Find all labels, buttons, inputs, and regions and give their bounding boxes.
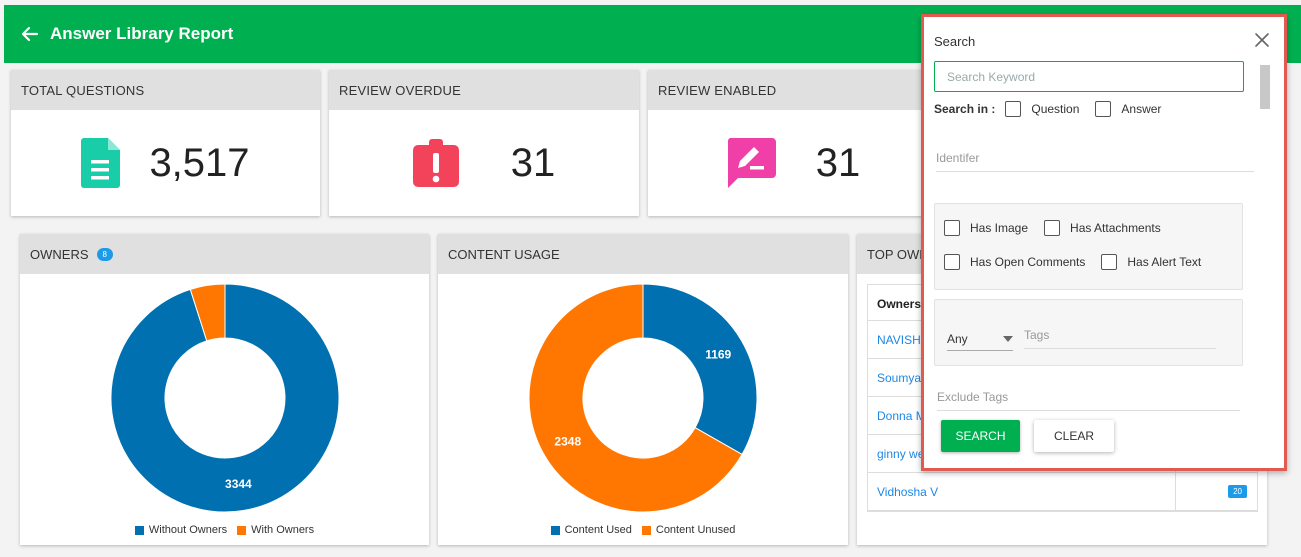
table-row: Vidhosha V 20 xyxy=(868,473,1257,511)
owners-donut-chart: 3344 xyxy=(110,283,340,513)
owner-link[interactable]: Vidhosha V xyxy=(877,485,939,499)
owner-link[interactable]: Donna M xyxy=(877,409,926,423)
legend-item[interactable]: Content Unused xyxy=(641,524,736,536)
question-checkbox[interactable] xyxy=(1005,101,1022,117)
panel-caption: CONTENT USAGE xyxy=(438,234,848,274)
has-image-label: Has Image xyxy=(970,221,1029,235)
page-title: Answer Library Report xyxy=(50,24,234,43)
has-alert-text-label: Has Alert Text xyxy=(1127,255,1202,269)
has-image-checkbox[interactable] xyxy=(944,220,960,236)
has-image-row: Has Image Has Attachments xyxy=(944,220,1161,236)
legend-item[interactable]: Without Owners xyxy=(134,524,228,536)
scrollbar-thumb[interactable] xyxy=(1260,65,1270,109)
owner-count-badge: 20 xyxy=(1228,485,1247,498)
legend-label: Content Unused xyxy=(655,524,736,536)
tags-mode-value: Any xyxy=(947,332,968,346)
edit-comment-icon xyxy=(727,138,776,188)
stat-caption: REVIEW ENABLED xyxy=(648,70,938,110)
caret-down-icon xyxy=(1003,336,1013,342)
stat-caption: REVIEW OVERDUE xyxy=(329,70,639,110)
stat-value: 3,517 xyxy=(149,140,250,185)
top-owners-caption: TOP OWN xyxy=(867,246,929,262)
exclude-tags-input[interactable]: Exclude Tags xyxy=(937,390,1240,411)
donut-data-label: 3344 xyxy=(225,477,252,491)
close-icon[interactable] xyxy=(1254,32,1270,48)
has-open-comments-checkbox[interactable] xyxy=(944,254,960,270)
answer-label: Answer xyxy=(1121,102,1162,116)
document-icon xyxy=(81,138,121,188)
owner-link[interactable]: Soumya xyxy=(877,371,922,385)
has-filters-box: Has Image Has Attachments Has Open Comme… xyxy=(934,203,1243,290)
identifier-field[interactable]: Identifer xyxy=(936,151,1254,172)
has-alert-text-checkbox[interactable] xyxy=(1101,254,1118,270)
stat-card-total-questions: TOTAL QUESTIONS 3,517 xyxy=(11,70,320,216)
donut-slice-without-owners[interactable] xyxy=(110,283,340,513)
owner-link[interactable]: NAVISHA xyxy=(877,333,929,347)
search-in-row: Search in : Question Answer xyxy=(934,101,1161,117)
stat-caption: TOTAL QUESTIONS xyxy=(11,70,320,110)
donut-data-label: 2348 xyxy=(554,435,581,449)
donut-slice-content-used[interactable] xyxy=(642,283,758,456)
owners-count-badge: 8 xyxy=(96,247,113,261)
stat-value: 31 xyxy=(815,140,861,185)
legend-label: Without Owners xyxy=(148,524,228,536)
legend-label: With Owners xyxy=(251,524,315,536)
stat-card-review-overdue: REVIEW OVERDUE 31 xyxy=(329,70,639,216)
alert-clipboard-icon xyxy=(412,139,459,187)
search-panel: Search Search in : Question Answer Ident… xyxy=(921,14,1287,471)
stat-value: 31 xyxy=(510,140,556,185)
content-usage-panel: CONTENT USAGE 1169 2348 Content Used Cont… xyxy=(438,234,848,545)
search-in-label: Search in : xyxy=(934,102,996,116)
donut-slice-with-owners[interactable] xyxy=(189,283,226,342)
answer-checkbox[interactable] xyxy=(1095,101,1112,117)
legend-label: Content Used xyxy=(564,524,632,536)
clear-button[interactable]: CLEAR xyxy=(1034,420,1114,452)
has-open-comments-label: Has Open Comments xyxy=(970,255,1086,269)
panel-caption: OWNERS 8 xyxy=(20,234,429,274)
has-comments-row: Has Open Comments Has Alert Text xyxy=(944,254,1201,270)
legend-item[interactable]: With Owners xyxy=(237,524,314,536)
usage-caption: CONTENT USAGE xyxy=(448,246,560,262)
content-usage-donut-chart: 1169 2348 xyxy=(528,283,758,513)
donut-data-label: 1169 xyxy=(705,347,731,361)
has-attachments-checkbox[interactable] xyxy=(1044,220,1061,236)
has-attachments-label: Has Attachments xyxy=(1070,221,1161,235)
question-label: Question xyxy=(1031,102,1080,116)
owner-link[interactable]: ginny we xyxy=(877,447,925,461)
owners-caption: OWNERS xyxy=(30,246,89,262)
search-button[interactable]: SEARCH xyxy=(941,420,1020,452)
search-keyword-input[interactable] xyxy=(934,61,1244,92)
usage-legend: Content Used Content Unused xyxy=(438,524,848,536)
tags-mode-select[interactable]: Any xyxy=(947,332,1013,351)
stat-card-review-enabled: REVIEW ENABLED 31 xyxy=(648,70,938,216)
owners-panel: OWNERS 8 3344 Without Owners With Owners xyxy=(20,234,429,545)
search-panel-title: Search xyxy=(934,34,976,49)
tags-input[interactable]: Tags xyxy=(1024,328,1216,349)
tags-box: Any Tags xyxy=(934,299,1243,366)
back-arrow-icon[interactable] xyxy=(20,24,40,44)
donut-slice-content-unused[interactable] xyxy=(528,283,743,513)
legend-item[interactable]: Content Used xyxy=(550,524,632,536)
owners-legend: Without Owners With Owners xyxy=(20,524,429,536)
